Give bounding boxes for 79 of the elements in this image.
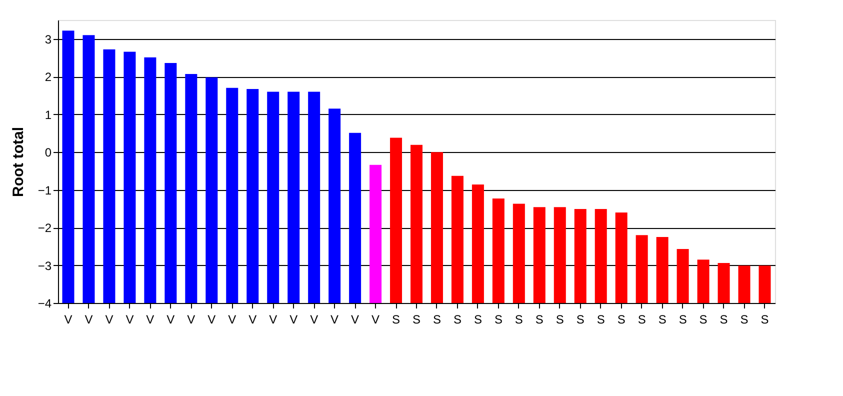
x-tick-label: V xyxy=(84,312,93,326)
y-tick-label: −4 xyxy=(38,296,52,310)
x-tick-label: V xyxy=(330,312,339,326)
x-tick-label: S xyxy=(535,312,544,326)
bar xyxy=(246,89,259,303)
bar xyxy=(144,57,156,303)
bar xyxy=(656,236,668,303)
bar xyxy=(349,132,362,303)
x-tick-label: S xyxy=(494,312,502,326)
x-tick-label: V xyxy=(228,312,236,326)
bar xyxy=(124,52,136,303)
y-tick-label: 1 xyxy=(44,108,52,122)
x-tick-label: V xyxy=(146,312,154,326)
x-tick-label: V xyxy=(187,312,196,326)
y-tick-label: 0 xyxy=(44,146,52,160)
bar xyxy=(718,263,730,303)
bar xyxy=(472,184,484,303)
x-tick-label: V xyxy=(105,312,114,326)
bar xyxy=(533,207,546,303)
bar xyxy=(328,108,341,303)
x-tick-label: S xyxy=(760,312,769,326)
bar xyxy=(62,30,74,303)
x-tick-label: S xyxy=(617,312,626,326)
bar xyxy=(185,74,198,303)
bar xyxy=(512,204,525,303)
y-axis-title: Root total xyxy=(10,127,27,197)
y-tick-label: −1 xyxy=(38,183,52,198)
bar xyxy=(288,92,300,303)
x-tick-label: V xyxy=(208,312,216,326)
x-tick-label: S xyxy=(658,312,666,326)
x-tick-label: V xyxy=(290,312,298,326)
bar xyxy=(615,212,628,303)
bar xyxy=(206,77,218,303)
x-tick-label: S xyxy=(474,312,482,326)
x-tick-label: S xyxy=(412,312,421,326)
bar xyxy=(697,260,710,303)
y-tick-label: 2 xyxy=(44,70,52,84)
x-tick-label: S xyxy=(576,312,584,326)
bar xyxy=(492,198,504,303)
x-tick-label: S xyxy=(638,312,646,326)
bar xyxy=(594,209,607,303)
x-tick-label: V xyxy=(372,312,380,326)
bar xyxy=(226,88,238,303)
bar xyxy=(676,249,689,303)
x-tick-label: V xyxy=(269,312,278,326)
x-tick-label: V xyxy=(351,312,360,326)
x-tick-label: S xyxy=(678,312,687,326)
x-tick-label: S xyxy=(596,312,605,326)
bar xyxy=(430,152,443,303)
bar xyxy=(410,144,422,303)
bar xyxy=(103,49,116,303)
x-tick-label: V xyxy=(166,312,175,326)
x-tick-label: V xyxy=(126,312,134,326)
x-tick-label: S xyxy=(699,312,708,326)
x-tick-label: S xyxy=(556,312,564,326)
x-tick-label: V xyxy=(248,312,257,326)
x-tick-label: S xyxy=(740,312,748,326)
bar xyxy=(267,92,280,303)
bar xyxy=(308,92,320,303)
bar xyxy=(554,207,566,303)
x-tick-label: S xyxy=(453,312,462,326)
bar xyxy=(164,63,177,303)
y-tick-label: −3 xyxy=(38,258,52,273)
bar xyxy=(82,35,95,303)
bar xyxy=(574,209,586,303)
bar xyxy=(390,138,402,303)
bar xyxy=(636,235,648,303)
bar xyxy=(451,176,464,303)
x-tick-label: S xyxy=(392,312,400,326)
y-tick-label: −2 xyxy=(38,221,52,236)
x-tick-label: S xyxy=(514,312,523,326)
bar xyxy=(370,164,382,303)
y-tick-label: 3 xyxy=(44,32,52,46)
x-tick-label: V xyxy=(64,312,72,326)
bar xyxy=(758,266,771,303)
bar xyxy=(738,266,750,303)
x-tick-label: S xyxy=(432,312,441,326)
x-tick-label: S xyxy=(720,312,728,326)
x-tick-label: V xyxy=(310,312,318,326)
